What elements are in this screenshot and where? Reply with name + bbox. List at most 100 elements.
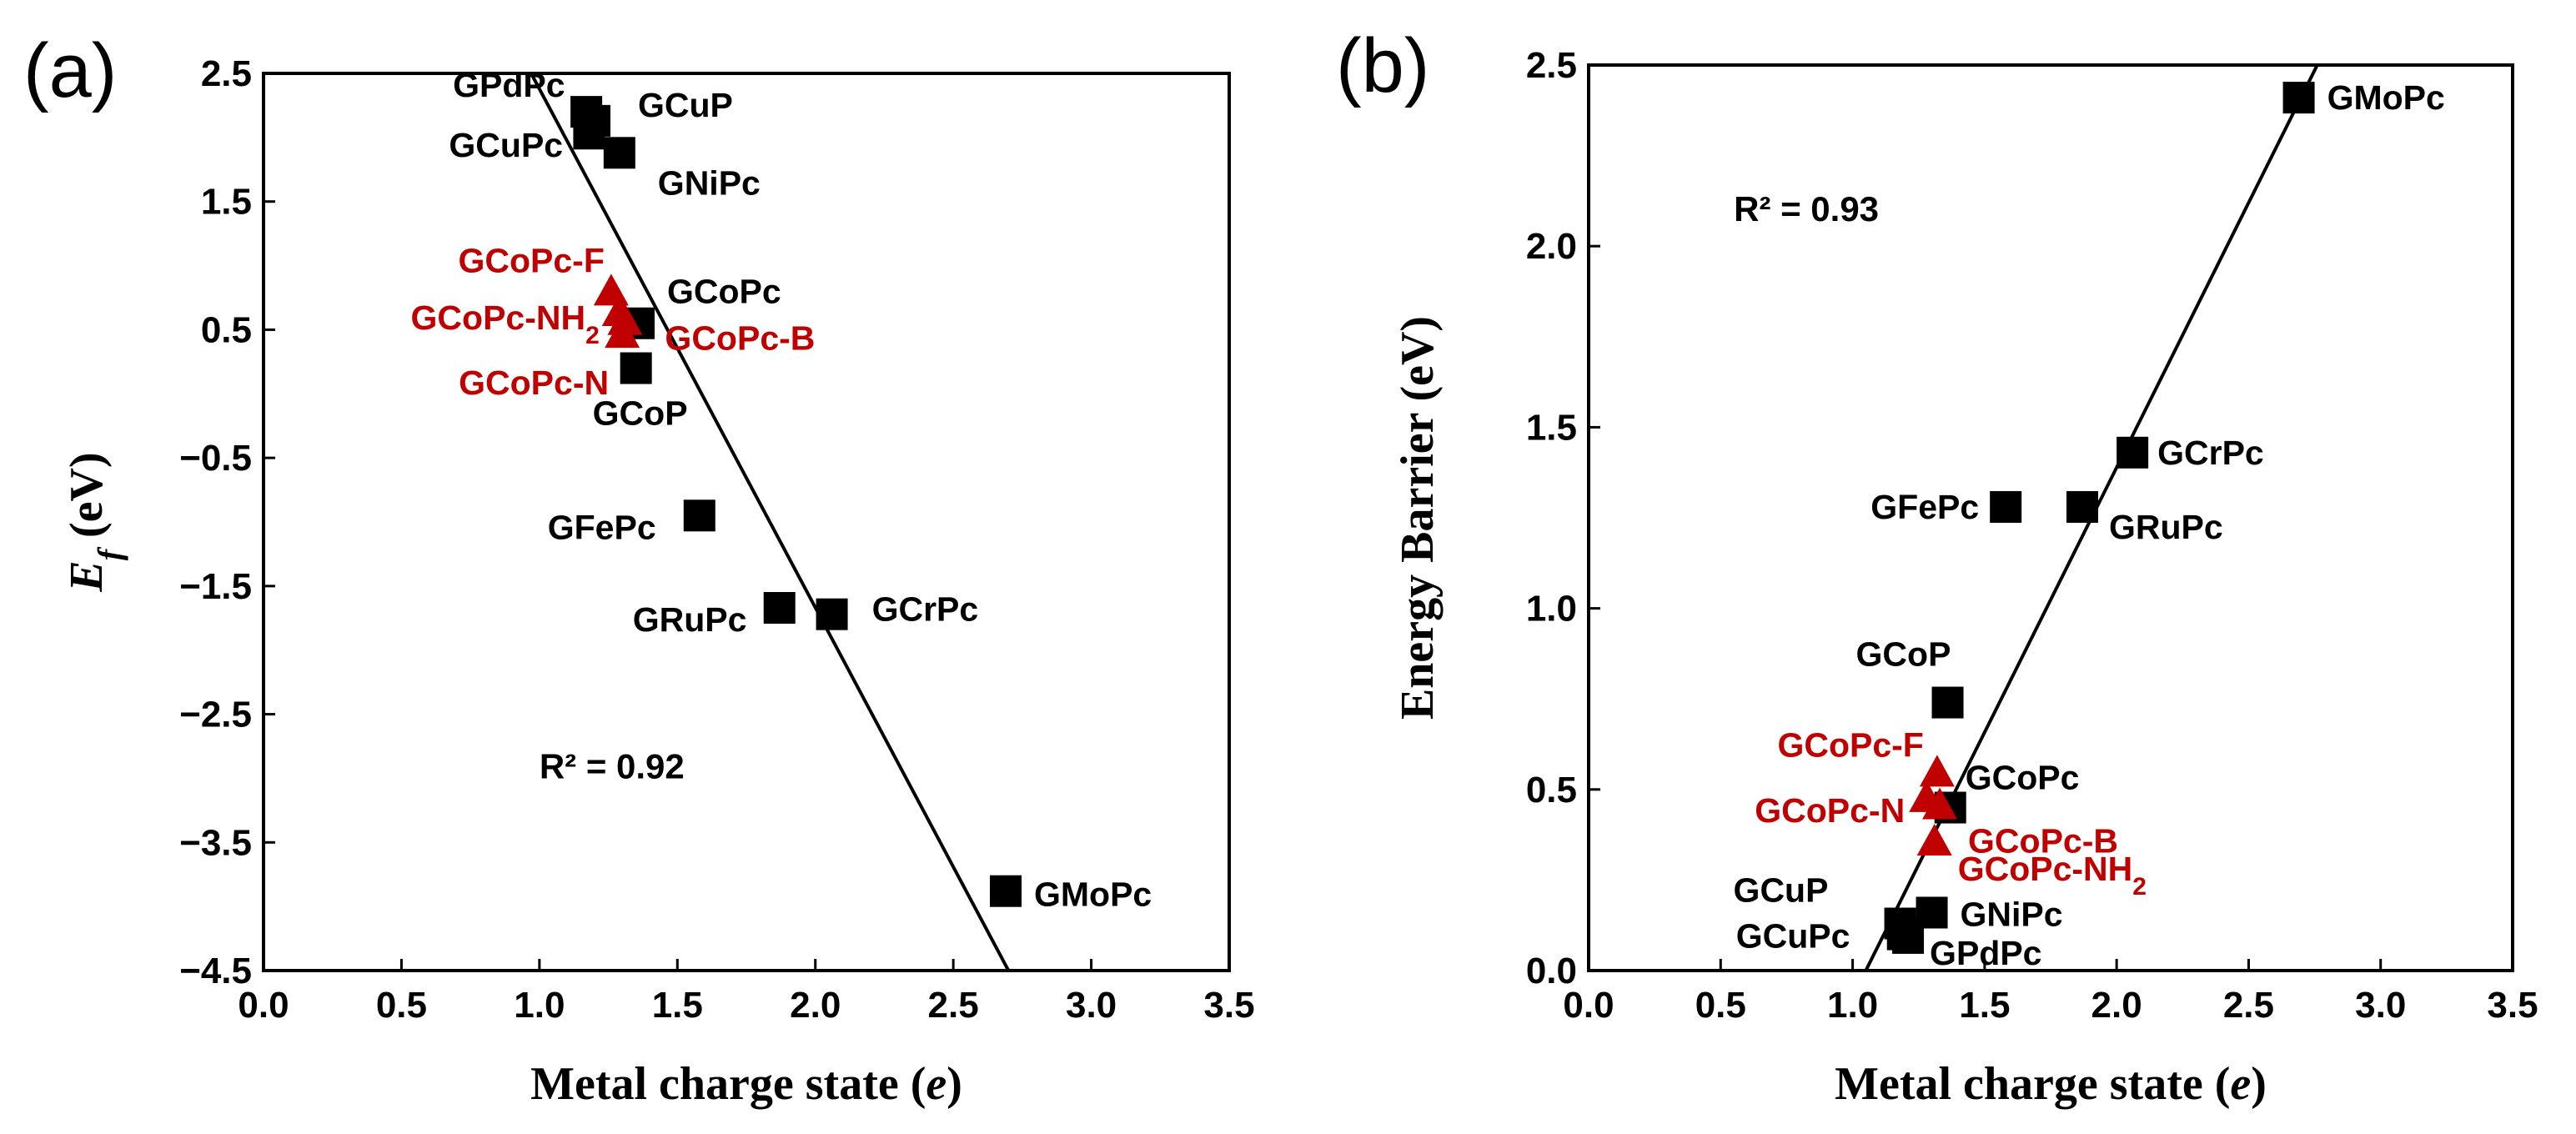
x-tick-label-a: 2.0: [790, 985, 841, 1026]
x-tick-label-a: 2.5: [928, 985, 979, 1026]
point-label-b: GCoPc: [1966, 759, 2080, 797]
point-label-text: GNiPc: [1961, 895, 2063, 933]
point-label-a: GCoP: [593, 394, 688, 433]
data-point-a: [620, 352, 652, 384]
point-label-b: GCrPc: [2157, 434, 2264, 472]
plot-frame-a: [262, 72, 1231, 972]
x-tick-label-a: 1.0: [514, 985, 565, 1026]
data-point-a: [990, 875, 1022, 907]
x-tick-label-b: 1.5: [1959, 985, 2010, 1026]
data-point-a: [603, 137, 635, 169]
y-tick-label-a: −3.5: [179, 822, 252, 863]
point-label-a: GCuPc: [449, 126, 563, 164]
y-tick-label-a: −2.5: [179, 695, 252, 735]
point-label-text: GPdPc: [453, 66, 565, 104]
point-label-text: GCoPc-NH: [411, 299, 586, 337]
point-label-text: GPdPc: [1930, 934, 2041, 972]
y-axis-label-unit: (eV): [61, 452, 113, 549]
y-tick-label-b: 0.5: [1526, 770, 1577, 810]
point-label-text: GCuPc: [449, 126, 563, 164]
x-tick-label-b: 2.5: [2223, 985, 2274, 1026]
point-label-text: GNiPc: [658, 163, 761, 202]
y-tick-label-b: 0.0: [1526, 951, 1577, 991]
panel-a-chart: 0.0 0.5 1.0 1.5 2.0 2.5 3.0 3.5 2.5 1.5 0.5 −0.5 −1.…: [23, 28, 1255, 1110]
point-label-a: GCrPc: [872, 590, 979, 629]
data-point-triangle-b: [1919, 755, 1955, 787]
x-tick-label-b: 3.5: [2487, 985, 2538, 1026]
point-label-a: GMoPc: [1034, 876, 1152, 914]
point-label-text: GMoPc: [1034, 876, 1152, 914]
panel-label-b: (b): [1336, 23, 1429, 108]
point-label-b: GCoPc-N: [1755, 791, 1905, 830]
data-point-b: [1990, 490, 2022, 523]
x-axis-label-unit: e: [2230, 1058, 2251, 1110]
y-tick-label-a: 1.5: [201, 182, 252, 223]
point-label-text: GRuPc: [2109, 508, 2223, 546]
x-tick-label-b: 3.0: [2355, 985, 2406, 1026]
point-label-a: GNiPc: [658, 163, 761, 202]
point-label-text: GCoPc-NH: [1958, 850, 2133, 888]
y-tick-label-a: 2.5: [201, 53, 252, 94]
point-label-subscript: 2: [585, 321, 600, 349]
point-label-a: GRuPc: [633, 600, 747, 639]
point-label-b: GCoPc-F: [1777, 725, 1923, 764]
point-label-text: GCoPc-N: [1755, 791, 1905, 830]
point-label-b: GMoPc: [2327, 78, 2445, 117]
x-axis-label-unit: e: [926, 1058, 947, 1110]
point-label-subscript: 2: [2132, 872, 2147, 900]
point-label-text: GFePc: [1870, 488, 1979, 526]
point-label-text: GRuPc: [633, 600, 747, 639]
data-point-b: [2066, 490, 2098, 523]
data-point-triangle-b: [1916, 823, 1952, 856]
x-tick-label-b: 1.0: [1827, 985, 1878, 1026]
panel-b-chart: 0.0 0.5 1.0 1.5 2.0 2.5 3.0 3.5 0.0 0.5 1.0 1.5 2.0 2…: [1336, 23, 2538, 1110]
data-point-a: [683, 499, 716, 532]
x-tick-label-a: 1.5: [652, 985, 703, 1026]
point-label-a: GCoPc-B: [665, 319, 815, 358]
x-axis-label-a: Metal charge state (e): [530, 1058, 962, 1110]
y-tick-label-b: 1.0: [1526, 589, 1577, 630]
point-label-b: GCuP: [1734, 871, 1829, 910]
point-label-text: GCrPc: [2157, 434, 2264, 472]
data-point-a: [816, 598, 848, 630]
y-axis-label-a: Ef (eV): [61, 452, 128, 592]
plot-frame-b: [1587, 63, 2514, 972]
y-axis-label-symbol: E: [61, 560, 113, 592]
x-axis-label-close: ): [947, 1058, 962, 1110]
point-label-a: GCoPc-F: [458, 241, 604, 279]
point-label-b: GCoPc-NH2: [1958, 850, 2147, 901]
x-tick-label-a: 3.5: [1203, 985, 1254, 1026]
data-point-a: [573, 118, 605, 150]
x-tick-label-a: 0.0: [238, 985, 289, 1026]
point-label-text: GCoP: [593, 394, 688, 433]
fit-line-a: [530, 73, 1011, 971]
data-point-b: [2117, 436, 2149, 469]
point-label-text: GCoPc-F: [1777, 725, 1923, 764]
x-axis-label-text: Metal charge state (: [530, 1058, 926, 1110]
x-axis-label-b: Metal charge state (e): [1835, 1058, 2267, 1110]
point-label-b: GNiPc: [1961, 895, 2063, 933]
y-tick-label-a: −1.5: [179, 566, 252, 607]
point-label-text: GCoPc: [667, 273, 781, 311]
y-tick-label-b: 2.5: [1526, 45, 1577, 86]
point-label-text: GCuP: [1734, 871, 1829, 910]
point-label-text: GCuPc: [1736, 917, 1850, 956]
x-axis-label-close: ): [2251, 1058, 2267, 1110]
y-axis-label-b: Energy Barrier (eV): [1392, 316, 1444, 720]
point-label-text: GCoPc: [1966, 759, 2080, 797]
y-tick-label-a: −0.5: [179, 438, 252, 479]
r-squared-b: R² = 0.93: [1734, 189, 1879, 228]
point-label-text: GCuP: [638, 86, 733, 124]
x-axis-label-text: Metal charge state (: [1835, 1058, 2230, 1110]
data-point-b: [1892, 921, 1925, 954]
x-tick-label-b: 0.0: [1563, 985, 1614, 1026]
y-tick-label-a: 0.5: [201, 309, 252, 350]
point-label-text: GCoPc-B: [1968, 822, 2118, 861]
y-axis-label-subscript: f: [91, 546, 128, 560]
point-label-text: GCoPc-N: [459, 364, 609, 402]
point-label-text: GCrPc: [872, 590, 979, 629]
point-label-b: GCoP: [1856, 635, 1951, 674]
point-label-a: GCoPc-N: [459, 364, 609, 402]
point-label-text: GCoPc-F: [458, 241, 604, 279]
